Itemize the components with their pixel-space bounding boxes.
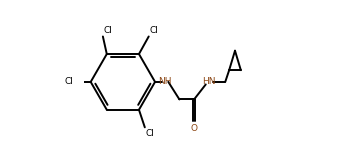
Text: Cl: Cl [145, 129, 154, 138]
Text: HN: HN [202, 77, 215, 86]
Text: Cl: Cl [65, 77, 73, 86]
Text: O: O [191, 124, 198, 133]
Text: NH: NH [158, 77, 172, 86]
Text: Cl: Cl [103, 26, 112, 35]
Text: Cl: Cl [149, 26, 158, 35]
